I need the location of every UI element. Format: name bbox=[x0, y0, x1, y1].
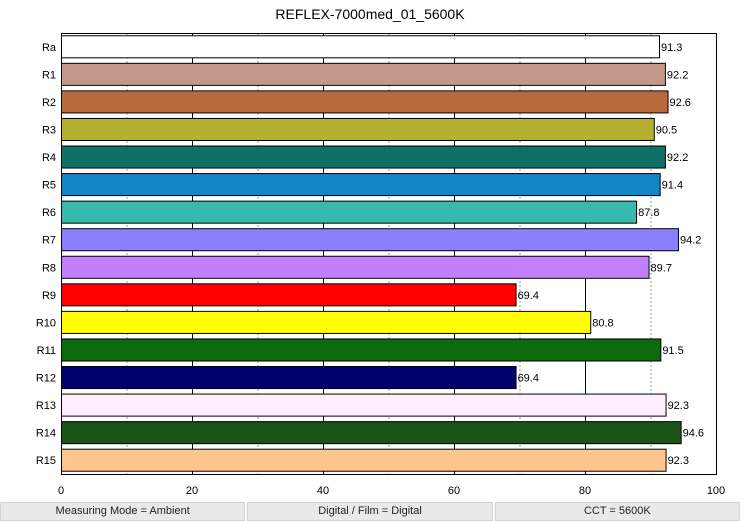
category-label-r12: R12 bbox=[36, 373, 56, 385]
bar-r2 bbox=[61, 90, 669, 114]
value-label-r15: 92.3 bbox=[668, 455, 689, 467]
category-label-r13: R13 bbox=[36, 400, 56, 412]
value-label-r13: 92.3 bbox=[668, 400, 689, 412]
value-label-r9: 69.4 bbox=[518, 290, 539, 302]
bars bbox=[61, 35, 682, 472]
category-label-r14: R14 bbox=[36, 428, 56, 440]
bar-r8 bbox=[61, 255, 650, 279]
category-label-r7: R7 bbox=[42, 235, 56, 247]
category-label-ra: Ra bbox=[42, 42, 57, 54]
value-label-r4: 92.2 bbox=[667, 152, 688, 164]
category-label-r8: R8 bbox=[42, 262, 56, 274]
category-label-r11: R11 bbox=[37, 345, 56, 357]
bar-r10 bbox=[61, 310, 592, 334]
category-label-r6: R6 bbox=[42, 207, 56, 219]
value-label-r5: 91.4 bbox=[662, 180, 683, 192]
value-label-r12: 69.4 bbox=[518, 373, 539, 385]
labels: Ra 91.3 R1 92.2 R2 92.6 R3 90.5 R4 92.2 R5 91.4 R6 87… bbox=[36, 42, 725, 497]
bar-r1 bbox=[61, 62, 666, 86]
bar-r7 bbox=[61, 228, 680, 252]
value-label-ra: 91.3 bbox=[661, 42, 682, 54]
chart-title: REFLEX-7000med_01_5600K bbox=[275, 6, 465, 22]
status-footer: Measuring Mode = Ambient Digital / Film … bbox=[0, 502, 740, 521]
x-tick-label: 100 bbox=[707, 485, 725, 497]
bar-r11 bbox=[61, 338, 662, 362]
value-label-r3: 90.5 bbox=[656, 124, 677, 136]
digital-film-label: Digital / Film = Digital bbox=[247, 502, 493, 521]
x-tick-label: 0 bbox=[58, 485, 64, 497]
bar-r13 bbox=[61, 393, 667, 417]
category-label-r15: R15 bbox=[36, 455, 56, 467]
bar-r6 bbox=[61, 200, 638, 224]
category-label-r3: R3 bbox=[42, 124, 56, 136]
bar-ra bbox=[61, 35, 661, 59]
value-label-r10: 80.8 bbox=[592, 317, 613, 329]
category-label-r9: R9 bbox=[42, 290, 56, 302]
bar-r3 bbox=[61, 117, 655, 141]
category-label-r1: R1 bbox=[42, 69, 56, 81]
value-label-r7: 94.2 bbox=[680, 235, 701, 247]
bar-r14 bbox=[61, 421, 682, 445]
bar-r5 bbox=[61, 173, 661, 197]
measuring-mode-label: Measuring Mode = Ambient bbox=[0, 502, 246, 521]
plot-frame bbox=[61, 33, 717, 475]
bar-r12 bbox=[61, 366, 517, 390]
value-label-r11: 91.5 bbox=[662, 345, 683, 357]
x-tick-label: 20 bbox=[186, 485, 198, 497]
value-label-r6: 87.8 bbox=[638, 207, 659, 219]
bar-r15 bbox=[61, 448, 667, 472]
category-label-r5: R5 bbox=[42, 180, 56, 192]
value-label-r2: 92.6 bbox=[670, 97, 691, 109]
cct-label: CCT = 5600K bbox=[494, 502, 740, 521]
x-tick-label: 40 bbox=[317, 485, 329, 497]
x-tick-label: 60 bbox=[448, 485, 460, 497]
bar-chart: Ra 91.3 R1 92.2 R2 92.6 R3 90.5 R4 92.2 R5 91.4 R6 87… bbox=[36, 33, 725, 497]
category-label-r10: R10 bbox=[36, 317, 56, 329]
bar-r9 bbox=[61, 283, 517, 307]
x-tick-label: 80 bbox=[579, 485, 591, 497]
bar-r4 bbox=[61, 145, 666, 169]
value-label-r1: 92.2 bbox=[667, 69, 688, 81]
category-label-r4: R4 bbox=[42, 152, 56, 164]
value-label-r8: 89.7 bbox=[651, 262, 672, 274]
value-label-r14: 94.6 bbox=[683, 428, 704, 440]
category-label-r2: R2 bbox=[42, 97, 56, 109]
